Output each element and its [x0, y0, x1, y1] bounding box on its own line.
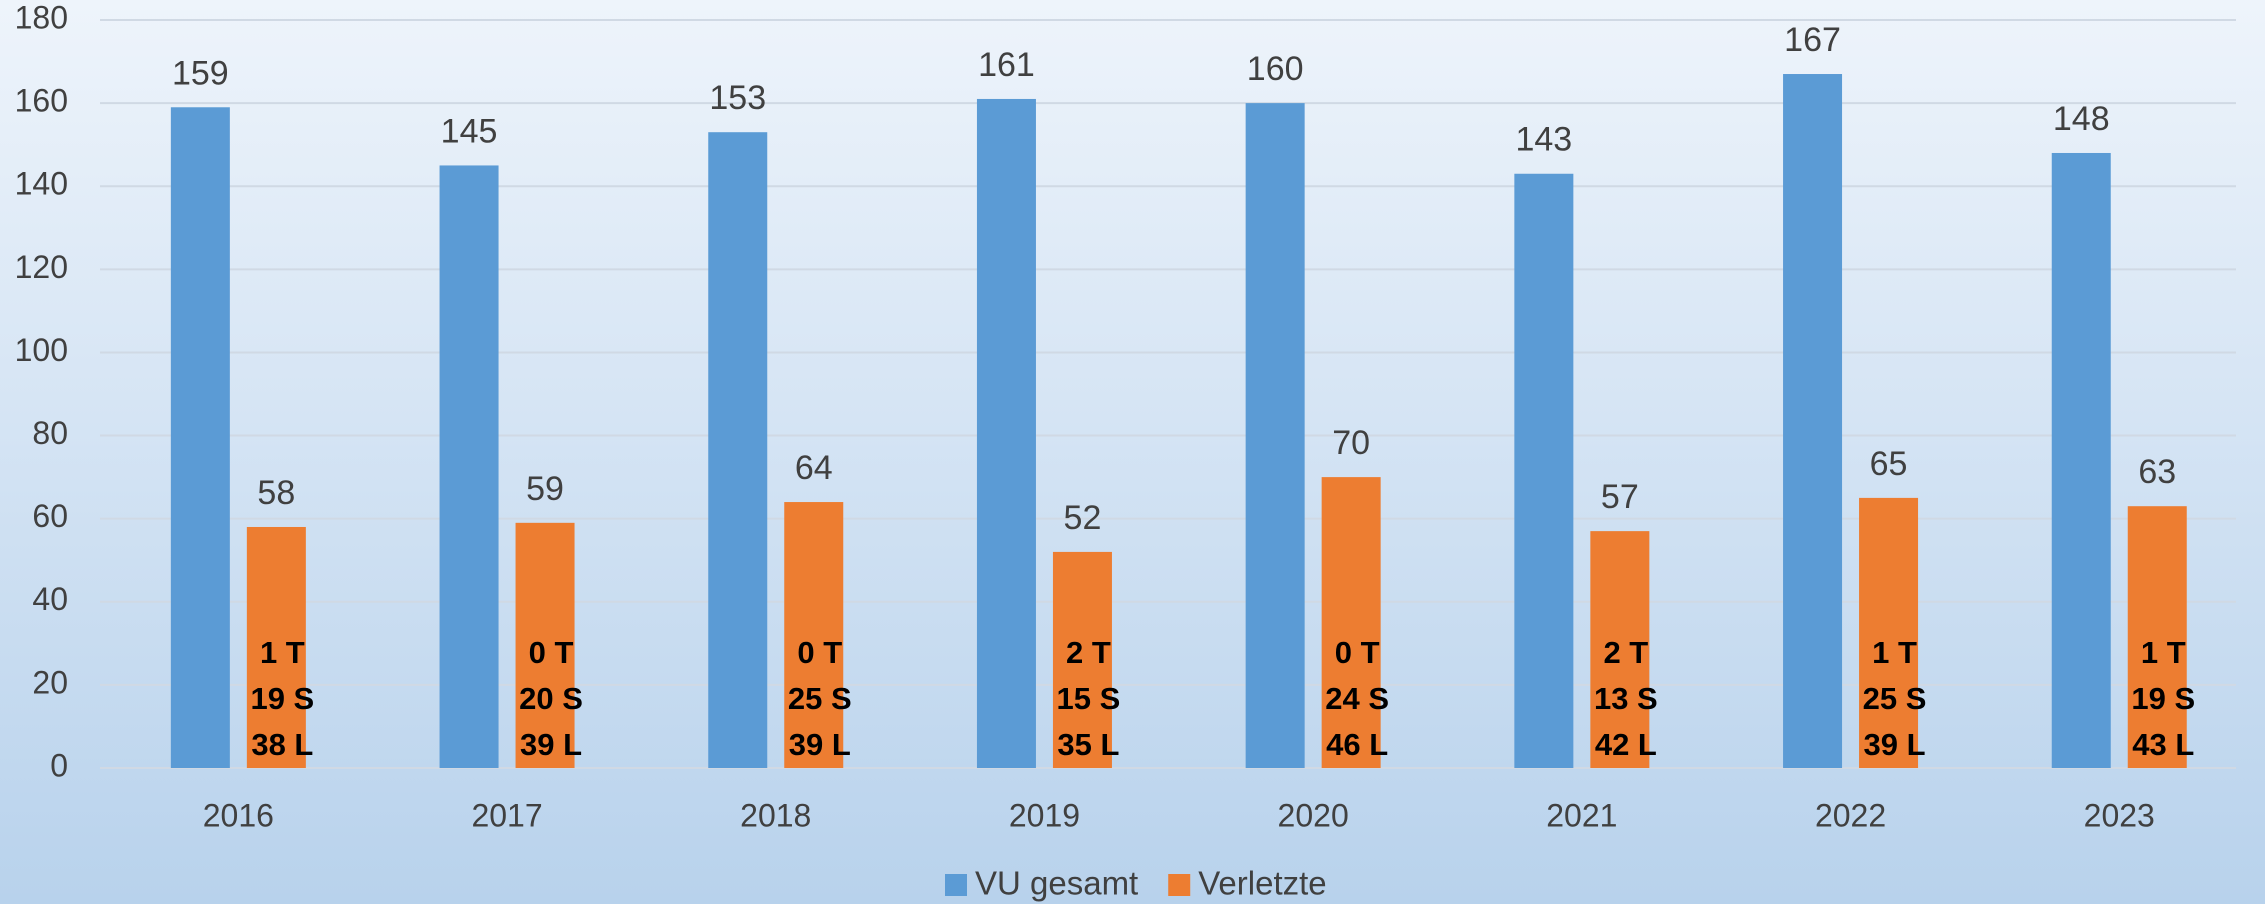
x-tick-label: 2020	[1278, 797, 1349, 833]
annotation: 46 L	[1326, 727, 1388, 762]
annotation: 0 T	[797, 635, 842, 670]
y-tick-label: 40	[32, 581, 68, 617]
data-label: 59	[526, 470, 564, 508]
x-tick-label: 2022	[1815, 797, 1886, 833]
x-tick-label: 2017	[471, 797, 542, 833]
y-tick-label: 60	[32, 498, 68, 534]
bar	[1590, 531, 1650, 768]
annotation: 39 L	[1864, 727, 1926, 762]
legend-label: VU gesamt	[975, 865, 1138, 902]
data-label: 161	[978, 46, 1035, 84]
data-label: 58	[257, 474, 295, 512]
annotation: 35 L	[1057, 727, 1119, 762]
data-label: 63	[2138, 453, 2176, 491]
data-label: 153	[709, 79, 766, 117]
bar	[708, 132, 768, 768]
annotation: 24 S	[1325, 681, 1389, 716]
data-label: 64	[795, 449, 833, 487]
annotation: 20 S	[519, 681, 583, 716]
bar	[439, 165, 499, 768]
data-label: 70	[1332, 424, 1370, 462]
bar	[246, 526, 306, 768]
legend-swatch	[945, 874, 967, 896]
annotation: 19 S	[250, 681, 314, 716]
bar	[1245, 103, 1305, 769]
data-label: 148	[2053, 100, 2110, 138]
bar	[1514, 173, 1574, 768]
bar	[2127, 506, 2187, 768]
annotation: 13 S	[1594, 681, 1658, 716]
y-tick-label: 120	[15, 249, 68, 285]
annotation: 39 L	[789, 727, 851, 762]
bar	[1783, 74, 1843, 769]
bar	[2051, 152, 2111, 768]
y-tick-label: 20	[32, 664, 68, 700]
y-tick-label: 160	[15, 83, 68, 119]
bar	[1052, 551, 1112, 768]
data-label: 57	[1601, 478, 1639, 516]
y-tick-label: 140	[15, 166, 68, 202]
data-label: 143	[1515, 121, 1572, 159]
x-tick-label: 2018	[740, 797, 811, 833]
legend-swatch	[1168, 874, 1191, 896]
data-label: 159	[172, 54, 229, 92]
annotation: 2 T	[1603, 635, 1648, 670]
bar	[1321, 477, 1381, 768]
x-tick-label: 2021	[1546, 797, 1617, 833]
annotation: 38 L	[251, 727, 313, 762]
annotation: 1 T	[1872, 635, 1917, 670]
annotation: 25 S	[1863, 681, 1927, 716]
bar	[515, 522, 575, 768]
data-label: 167	[1784, 21, 1841, 59]
data-label: 52	[1064, 499, 1102, 537]
y-tick-label: 0	[50, 747, 68, 783]
bar	[976, 98, 1036, 768]
annotation: 42 L	[1595, 727, 1657, 762]
annotation: 0 T	[529, 635, 574, 670]
y-tick-label: 80	[32, 415, 68, 451]
bar	[170, 107, 230, 769]
x-tick-label: 2019	[1009, 797, 1080, 833]
annotation: 0 T	[1335, 635, 1380, 670]
annotation: 1 T	[2141, 635, 2186, 670]
legend-label: Verletzte	[1198, 865, 1326, 902]
y-tick-label: 100	[15, 332, 68, 368]
bar	[1859, 497, 1919, 768]
annotation: 1 T	[260, 635, 305, 670]
data-label: 160	[1247, 50, 1304, 88]
annotation: 25 S	[788, 681, 852, 716]
annotation: 15 S	[1057, 681, 1121, 716]
x-tick-label: 2016	[203, 797, 274, 833]
data-label: 145	[441, 112, 498, 150]
data-label: 65	[1870, 445, 1908, 483]
x-tick-label: 2023	[2084, 797, 2155, 833]
annotation: 2 T	[1066, 635, 1111, 670]
annotation: 43 L	[2132, 727, 2194, 762]
y-tick-label: 180	[15, 0, 68, 35]
annotation: 39 L	[520, 727, 582, 762]
bar	[784, 502, 844, 768]
annotation: 19 S	[2131, 681, 2195, 716]
